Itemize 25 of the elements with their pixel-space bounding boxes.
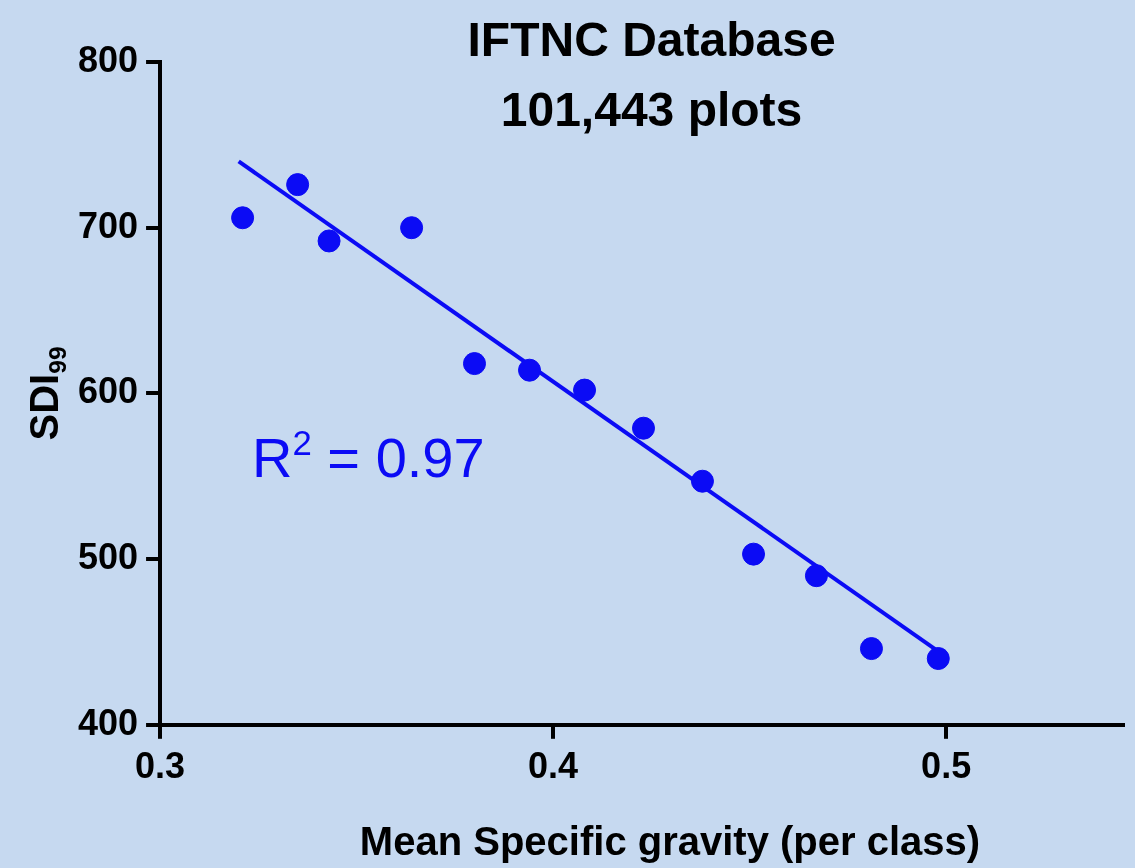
y-tick-label: 700 xyxy=(77,204,139,246)
point xyxy=(632,416,655,440)
y-axis-title: SDI99 xyxy=(22,346,71,441)
point xyxy=(690,469,714,493)
point xyxy=(317,229,341,253)
x-axis-title: Mean Specific gravity (per class) xyxy=(359,819,981,863)
point xyxy=(518,358,542,382)
point xyxy=(742,542,766,566)
x-tick-label: 0.5 xyxy=(921,745,972,787)
chart-subtitle: 101,443 plots xyxy=(500,83,803,136)
point xyxy=(573,378,597,402)
point xyxy=(804,564,828,588)
point xyxy=(286,173,310,197)
point xyxy=(400,216,424,240)
point xyxy=(462,352,486,376)
point xyxy=(859,637,883,661)
x-tick-label: 0.3 xyxy=(135,745,186,787)
chart-title: IFTNC Database xyxy=(467,13,836,66)
y-tick-label: 400 xyxy=(77,701,139,743)
y-tick-label: 500 xyxy=(77,536,139,578)
y-tick-label: 600 xyxy=(77,370,139,412)
y-tick-label: 800 xyxy=(77,38,139,80)
point xyxy=(926,647,950,671)
point xyxy=(231,206,255,230)
x-tick-label: 0.4 xyxy=(528,745,579,787)
